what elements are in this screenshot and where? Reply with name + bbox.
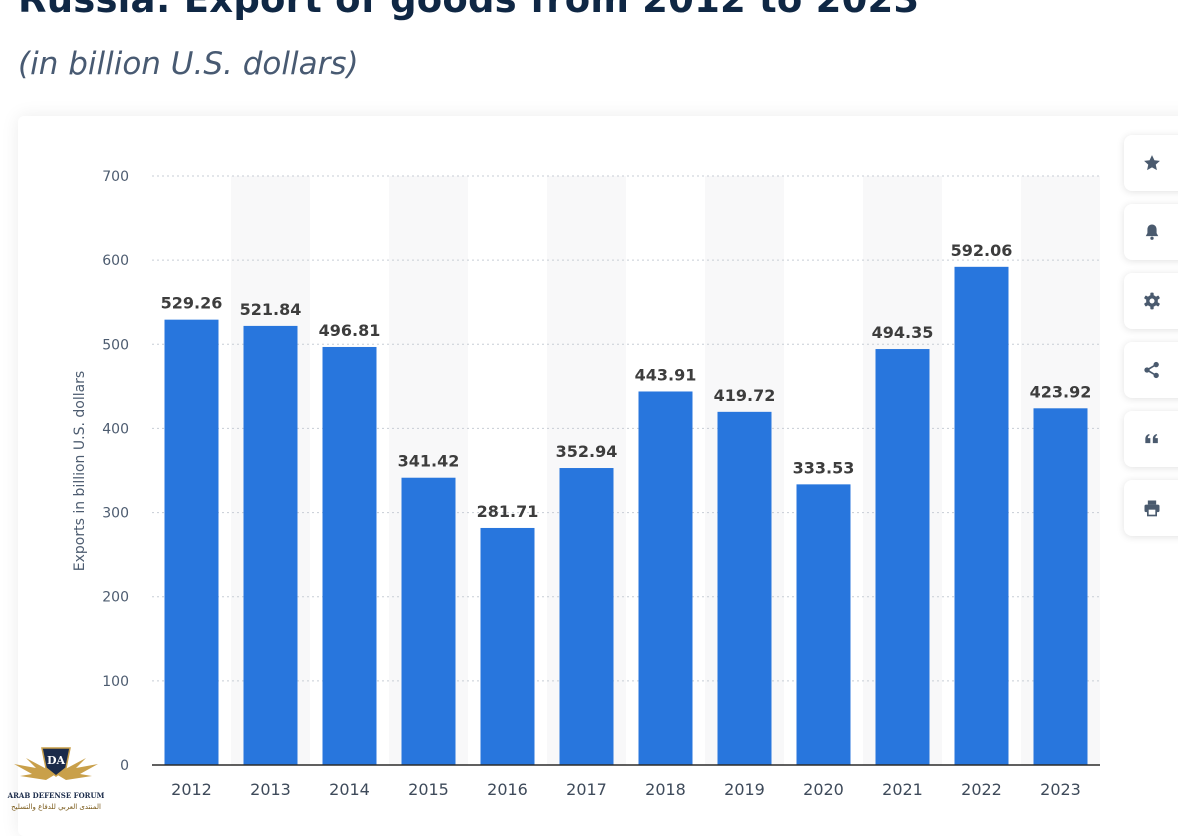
data-label: 592.06 <box>951 241 1013 260</box>
bar-chart: 0 100 200 300 400 500 600 700 529.26 521.84 496.8… <box>72 169 1100 799</box>
y-axis-title: Exports in billion U.S. dollars <box>72 371 88 571</box>
cite-button[interactable] <box>1124 411 1178 467</box>
data-label: 443.91 <box>635 365 697 384</box>
watermark-logo-text: DA <box>47 754 66 767</box>
bars <box>164 266 1088 765</box>
print-button[interactable] <box>1124 480 1178 536</box>
x-tick-label: 2015 <box>408 780 449 799</box>
page-title: Russia: Export of goods from 2012 to 202… <box>18 0 919 21</box>
data-labels: 529.26 521.84 496.81 341.42 281.71 352.94 443.… <box>161 241 1092 521</box>
x-tick-label: 2020 <box>803 780 844 799</box>
bar[interactable] <box>559 468 614 765</box>
bar[interactable] <box>243 325 298 765</box>
data-label: 281.71 <box>477 502 539 521</box>
bar[interactable] <box>638 391 693 765</box>
gear-icon <box>1144 292 1160 310</box>
eagle-emblem-icon: DA <box>14 747 98 780</box>
data-label: 423.92 <box>1030 382 1092 401</box>
share-icon <box>1144 361 1159 379</box>
bar[interactable] <box>164 319 219 765</box>
x-tick-label: 2018 <box>645 780 686 799</box>
data-label: 494.35 <box>872 323 934 342</box>
bar[interactable] <box>717 411 772 765</box>
x-tick-label: 2021 <box>882 780 923 799</box>
data-label: 333.53 <box>793 458 855 477</box>
data-label: 341.42 <box>398 452 460 471</box>
watermark-logo: DA ARAB DEFENSE FORUM المنتدى العربي للد… <box>6 744 106 816</box>
y-tick-label: 600 <box>102 253 129 269</box>
x-tick-label: 2022 <box>961 780 1002 799</box>
x-tick-label: 2017 <box>566 780 607 799</box>
watermark-title: ARAB DEFENSE FORUM <box>7 791 105 800</box>
page-subtitle: (in billion U.S. dollars) <box>18 46 359 82</box>
bar[interactable] <box>796 484 851 765</box>
y-tick-label: 500 <box>102 337 129 353</box>
data-label: 529.26 <box>161 294 223 313</box>
notification-button[interactable] <box>1124 204 1178 260</box>
x-axis-ticks: 2012 2013 2014 2015 2016 2017 2018 2019 2020 2021… <box>171 780 1081 799</box>
y-tick-label: 700 <box>102 169 129 185</box>
bar[interactable] <box>875 349 930 765</box>
x-tick-label: 2023 <box>1040 780 1081 799</box>
star-icon <box>1144 155 1160 171</box>
settings-button[interactable] <box>1124 273 1178 329</box>
y-tick-label: 200 <box>102 590 129 606</box>
chart-card: 0 100 200 300 400 500 600 700 529.26 521.84 496.8… <box>18 116 1178 836</box>
y-tick-label: 100 <box>102 674 129 690</box>
bell-icon <box>1145 224 1159 240</box>
data-label: 419.72 <box>714 386 776 405</box>
y-tick-label: 400 <box>102 421 129 437</box>
bar[interactable] <box>1033 408 1088 765</box>
bar[interactable] <box>401 477 456 765</box>
x-tick-label: 2014 <box>329 780 370 799</box>
data-label: 496.81 <box>319 321 381 340</box>
x-tick-label: 2012 <box>171 780 212 799</box>
bar[interactable] <box>480 527 535 765</box>
data-label: 352.94 <box>556 442 618 461</box>
bar[interactable] <box>954 266 1009 765</box>
gridlines <box>152 175 1100 682</box>
share-button[interactable] <box>1124 342 1178 398</box>
x-tick-label: 2013 <box>250 780 291 799</box>
y-axis-ticks: 0 100 200 300 400 500 600 700 <box>102 169 129 774</box>
y-tick-label: 0 <box>120 758 129 774</box>
watermark-subtitle: المنتدى العربي للدفاع والتسليح <box>11 803 101 811</box>
printer-icon <box>1144 500 1160 517</box>
data-label: 521.84 <box>240 300 302 319</box>
x-tick-label: 2016 <box>487 780 528 799</box>
y-tick-label: 300 <box>102 506 129 522</box>
x-tick-label: 2019 <box>724 780 765 799</box>
bar[interactable] <box>322 346 377 765</box>
favorite-button[interactable] <box>1124 135 1178 191</box>
quote-icon <box>1145 434 1158 444</box>
